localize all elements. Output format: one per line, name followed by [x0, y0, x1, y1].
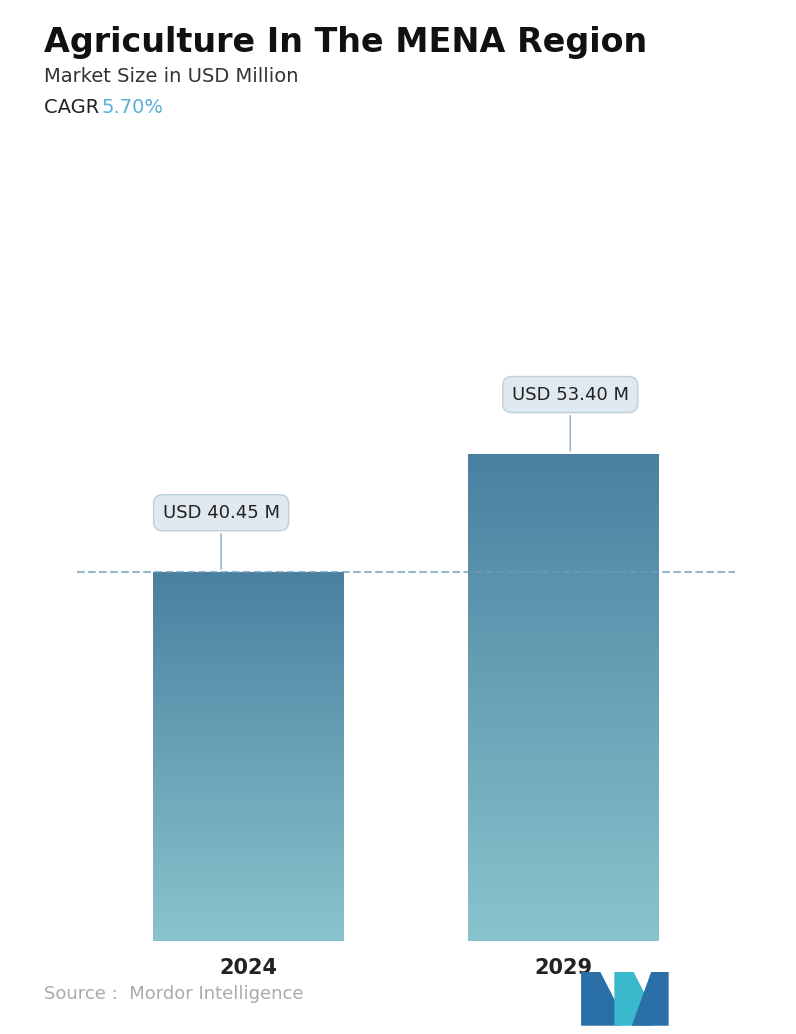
Text: 5.70%: 5.70% [101, 98, 163, 117]
Text: USD 40.45 M: USD 40.45 M [162, 504, 279, 569]
Polygon shape [632, 972, 669, 1026]
Text: USD 53.40 M: USD 53.40 M [512, 386, 629, 451]
Text: Source :  Mordor Intelligence: Source : Mordor Intelligence [44, 985, 303, 1003]
Polygon shape [581, 972, 619, 1026]
Text: Market Size in USD Million: Market Size in USD Million [44, 67, 298, 86]
Text: CAGR: CAGR [44, 98, 105, 117]
Polygon shape [615, 972, 653, 1026]
Text: Agriculture In The MENA Region: Agriculture In The MENA Region [44, 26, 647, 59]
